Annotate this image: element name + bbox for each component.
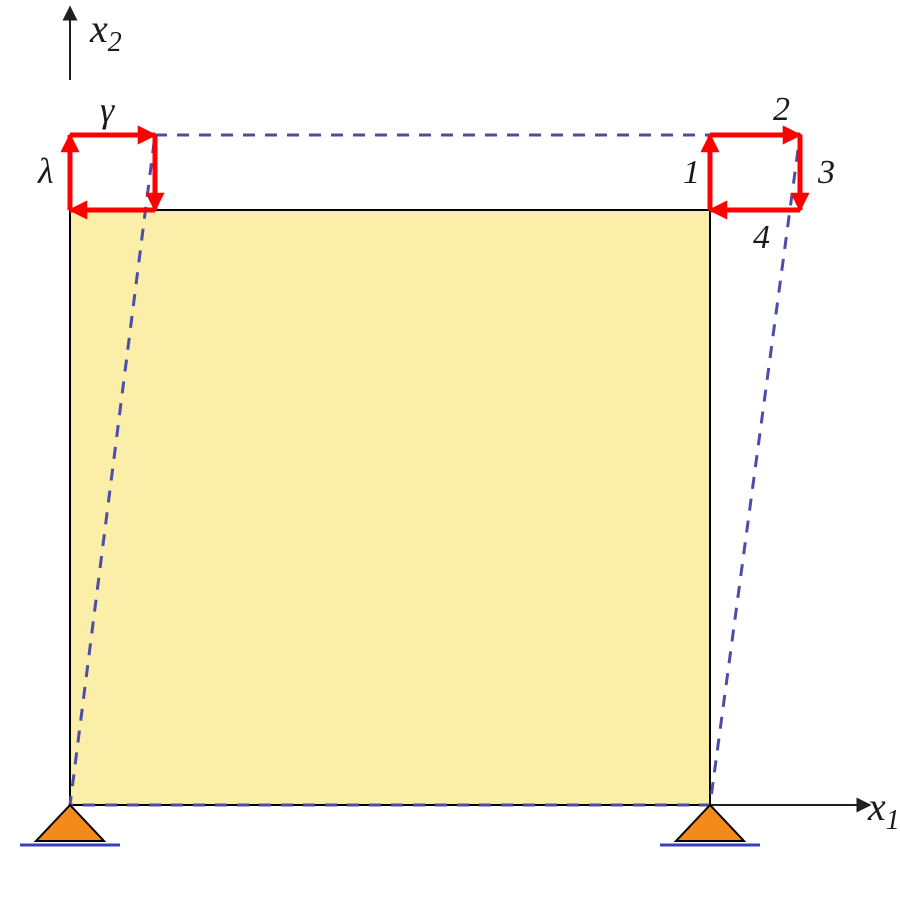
label-x2-sub: 2 bbox=[108, 27, 122, 58]
label-x1-sub: 1 bbox=[886, 805, 900, 836]
label-lambda: λ bbox=[37, 151, 54, 191]
label-3: 3 bbox=[817, 154, 835, 191]
label-gamma: γ bbox=[100, 90, 115, 130]
undeformed-square bbox=[70, 210, 710, 805]
label-2: 2 bbox=[773, 91, 790, 128]
label-1: 1 bbox=[683, 154, 700, 191]
label-4: 4 bbox=[753, 219, 770, 256]
